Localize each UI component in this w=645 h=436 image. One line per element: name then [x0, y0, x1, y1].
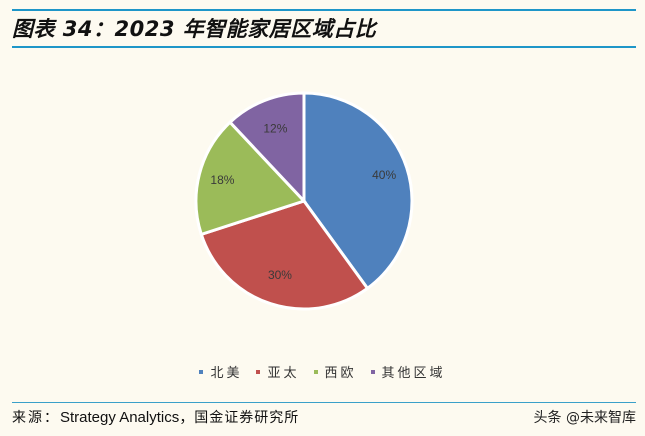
legend-swatch — [370, 369, 375, 374]
chart-legend: 北美 亚太 西欧 其他区域 — [0, 362, 645, 381]
legend-swatch — [256, 369, 261, 374]
legend-label: 西欧 — [324, 366, 357, 381]
slice-value-label: 18% — [210, 173, 234, 187]
legend-item-western-europe: 西欧 — [313, 362, 357, 381]
pie-chart: 40% 30% 18% 12% — [0, 48, 645, 400]
chart-title: 图表 34：2023 年智能家居区域占比 — [12, 17, 377, 41]
slice-value-label: 30% — [268, 268, 292, 282]
pie-svg: 40% 30% 18% 12% — [194, 91, 414, 311]
legend-item-north-america: 北美 — [199, 362, 242, 381]
source-footer: 来源：Strategy Analytics，国金证券研究所 头条 @未来智库 — [12, 404, 636, 432]
slice-other-regions — [227, 91, 306, 205]
slice-asia-pacific — [199, 199, 370, 311]
legend-item-other-regions: 其他区域 — [370, 362, 446, 381]
slice-value-label: 12% — [263, 122, 287, 136]
legend-label: 亚太 — [267, 366, 300, 381]
title-rule-top — [12, 9, 636, 11]
legend-label: 其他区域 — [381, 366, 446, 381]
slice-value-label: 40% — [372, 168, 396, 182]
source-text: Strategy Analytics， — [60, 409, 195, 426]
footer-rule — [12, 402, 636, 403]
watermark: 头条 @未来智库 — [533, 410, 636, 426]
slice-western-europe — [194, 120, 307, 237]
source-label: 来源： — [12, 410, 60, 426]
source-org: 国金证券研究所 — [194, 410, 300, 426]
slice-north-america — [302, 91, 414, 291]
legend-swatch — [313, 369, 318, 374]
legend-item-asia-pacific: 亚太 — [256, 362, 299, 381]
legend-label: 北美 — [210, 366, 243, 381]
legend-swatch — [199, 369, 204, 374]
title-rule-bottom — [12, 46, 636, 48]
